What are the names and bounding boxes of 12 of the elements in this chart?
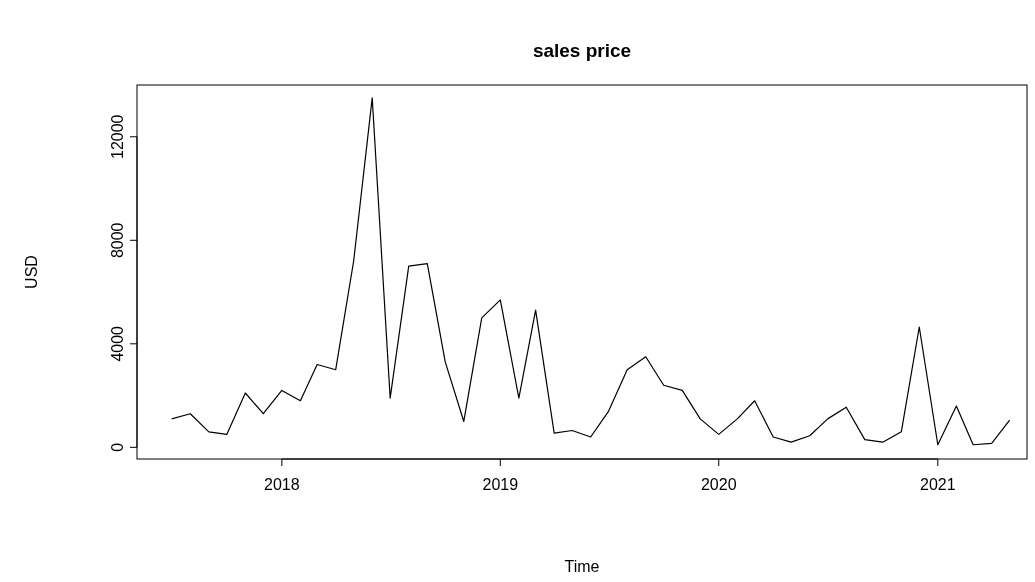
line-series bbox=[171, 97, 1011, 446]
y-tick-label: 12000 bbox=[109, 114, 126, 160]
y-tick-label: 4000 bbox=[109, 325, 126, 362]
y-tick-label: 0 bbox=[109, 442, 126, 452]
x-axis-title: Time bbox=[564, 558, 600, 575]
y-axis-title: USD bbox=[23, 255, 40, 289]
x-tick-label: 2021 bbox=[920, 476, 956, 493]
chart-title: sales price bbox=[532, 40, 632, 61]
x-tick-label: 2018 bbox=[264, 476, 300, 493]
x-tick-label: 2019 bbox=[482, 476, 519, 493]
x-tick-label: 2020 bbox=[700, 476, 737, 493]
y-tick-label: 8000 bbox=[109, 222, 126, 259]
